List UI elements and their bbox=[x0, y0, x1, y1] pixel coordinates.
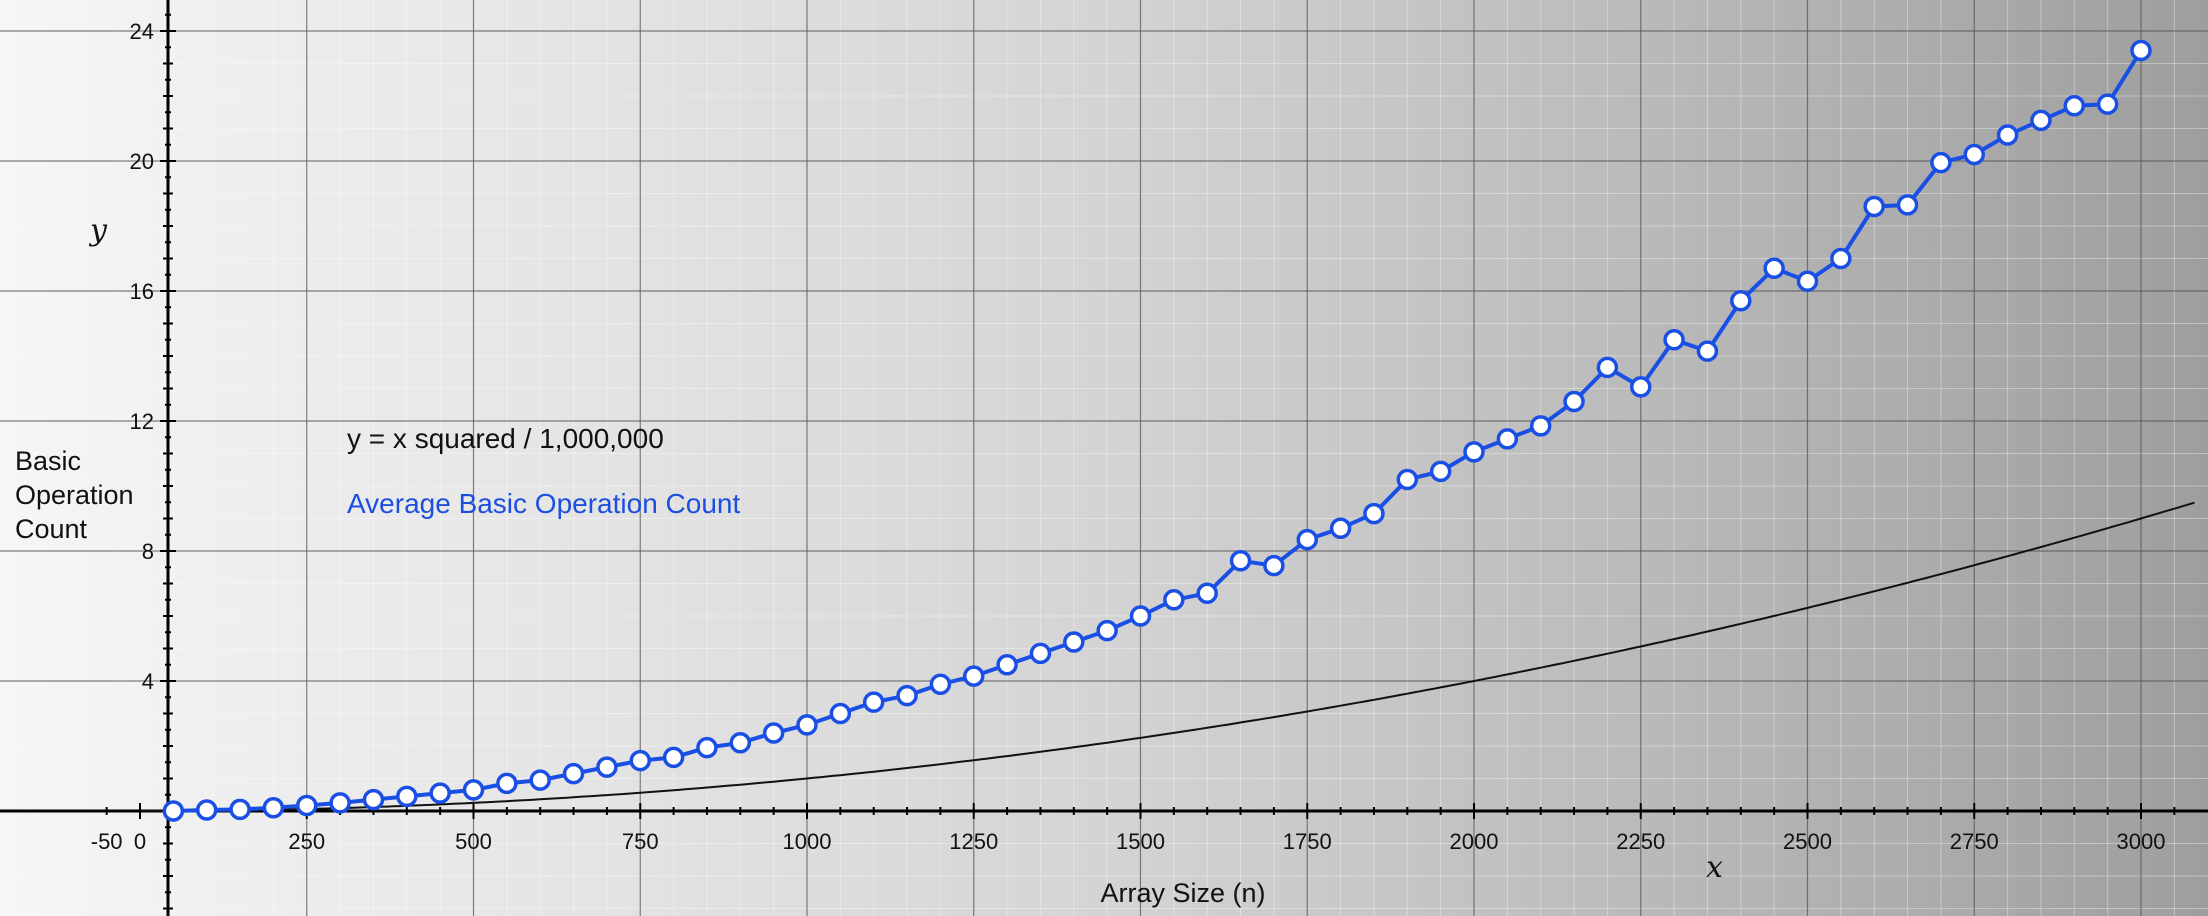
average-data-point bbox=[1930, 151, 1952, 174]
y-tick-label: 8 bbox=[142, 539, 154, 564]
average-data-point bbox=[1696, 340, 1719, 362]
y-tick-label: 16 bbox=[130, 279, 154, 304]
average-data-point bbox=[829, 702, 852, 725]
average-data-point bbox=[1863, 195, 1885, 218]
x-tick-label: 1750 bbox=[1283, 829, 1332, 854]
average-data-point bbox=[2130, 39, 2152, 62]
legend-entry-curve: y = x squared / 1,000,000 bbox=[347, 423, 664, 454]
average-data-point bbox=[1396, 468, 1419, 491]
average-data-point bbox=[429, 782, 451, 804]
average-data-point bbox=[929, 673, 952, 695]
average-data-point bbox=[162, 800, 185, 822]
average-data-point bbox=[596, 756, 618, 778]
average-data-point bbox=[1163, 589, 1185, 611]
average-data-point bbox=[1096, 619, 1118, 642]
average-data-point bbox=[529, 769, 551, 791]
average-data-point bbox=[362, 788, 385, 811]
average-data-point bbox=[329, 792, 351, 814]
average-data-point bbox=[729, 732, 752, 754]
average-data-point bbox=[1296, 528, 1318, 551]
average-data-point bbox=[1063, 631, 1085, 653]
legend-entry-average: Average Basic Operation Count bbox=[347, 488, 740, 519]
y-axis-variable: y bbox=[88, 213, 108, 248]
average-data-point bbox=[1896, 194, 1919, 216]
series-layer bbox=[140, 39, 2195, 822]
y-tick-label: 4 bbox=[142, 669, 154, 694]
x-tick-label: 2000 bbox=[1450, 829, 1499, 854]
average-data-point bbox=[1796, 270, 1819, 292]
average-data-point bbox=[1563, 390, 1585, 413]
average-data-point bbox=[1529, 415, 1552, 437]
average-data-point bbox=[1663, 329, 1685, 351]
average-data-point bbox=[1029, 642, 1052, 665]
average-data-point bbox=[1129, 605, 1152, 627]
average-data-point bbox=[1329, 517, 1352, 539]
x-tick-label: 750 bbox=[622, 829, 659, 854]
average-data-point bbox=[2063, 95, 2086, 117]
x-tick-label: 2250 bbox=[1616, 829, 1665, 854]
average-data-point bbox=[963, 665, 985, 687]
y-axis-title: Basic Operation Count bbox=[15, 446, 141, 544]
average-data-point bbox=[1596, 356, 1619, 379]
y-tick-label: 12 bbox=[130, 409, 154, 434]
x-tick-label: 1500 bbox=[1116, 829, 1165, 854]
average-data-point bbox=[1963, 143, 1985, 166]
average-data-point bbox=[1996, 124, 2019, 146]
x-axis-variable: x bbox=[1706, 850, 1723, 885]
average-data-point bbox=[1730, 290, 1752, 312]
average-data-point bbox=[262, 797, 285, 819]
x-tick-label: 1000 bbox=[783, 829, 832, 854]
y-axis-title-line-3: Count bbox=[15, 514, 88, 544]
average-data-point bbox=[796, 714, 818, 736]
average-data-point bbox=[1263, 554, 1285, 577]
average-data-point bbox=[1196, 582, 1218, 604]
average-data-point bbox=[562, 762, 585, 785]
x-tick-label: 3000 bbox=[2117, 829, 2166, 854]
average-data-point bbox=[1496, 428, 1519, 450]
y-axis-title-line-1: Basic bbox=[15, 446, 81, 476]
x-tick-label: 2750 bbox=[1950, 829, 1999, 854]
average-data-point bbox=[296, 794, 318, 817]
curve-line-x-squared bbox=[140, 501, 2195, 812]
tick-labels: -50 0 250 500 750 1000 1250 1500 1750 2000 2250 250… bbox=[91, 19, 2166, 854]
x-tick-label: 1250 bbox=[949, 829, 998, 854]
average-data-point bbox=[896, 684, 918, 707]
x-tick-label: 250 bbox=[288, 829, 325, 854]
average-data-point bbox=[195, 799, 218, 821]
average-data-point bbox=[496, 772, 518, 795]
y-tick-label: 20 bbox=[130, 149, 154, 174]
average-data-point bbox=[696, 736, 718, 759]
average-data-point bbox=[1363, 502, 1385, 525]
average-data-point bbox=[1630, 376, 1652, 398]
x-tick-label: 500 bbox=[455, 829, 492, 854]
y-tick-label: 24 bbox=[130, 19, 154, 44]
average-data-point bbox=[462, 779, 485, 801]
x-tick-label: -50 bbox=[91, 829, 123, 854]
average-data-point bbox=[629, 749, 651, 772]
average-data-point bbox=[996, 654, 1018, 676]
average-data-point bbox=[229, 798, 251, 821]
average-data-point bbox=[662, 746, 685, 769]
x-tick-label: 0 bbox=[134, 829, 146, 854]
average-data-point bbox=[862, 691, 885, 713]
average-data-point bbox=[2096, 93, 2119, 115]
average-data-point bbox=[1763, 257, 1785, 279]
x-axis-title: Array Size (n) bbox=[1100, 878, 1265, 908]
average-data-point bbox=[1229, 550, 1252, 572]
y-axis-title-line-2: Operation bbox=[15, 480, 134, 510]
average-data-point bbox=[396, 785, 418, 808]
average-data-point bbox=[1830, 247, 1852, 270]
average-data-point bbox=[2030, 109, 2052, 132]
average-data-point bbox=[762, 722, 785, 744]
x-tick-label: 2500 bbox=[1783, 829, 1832, 854]
average-data-point bbox=[1429, 460, 1452, 483]
average-data-point bbox=[1463, 441, 1485, 463]
